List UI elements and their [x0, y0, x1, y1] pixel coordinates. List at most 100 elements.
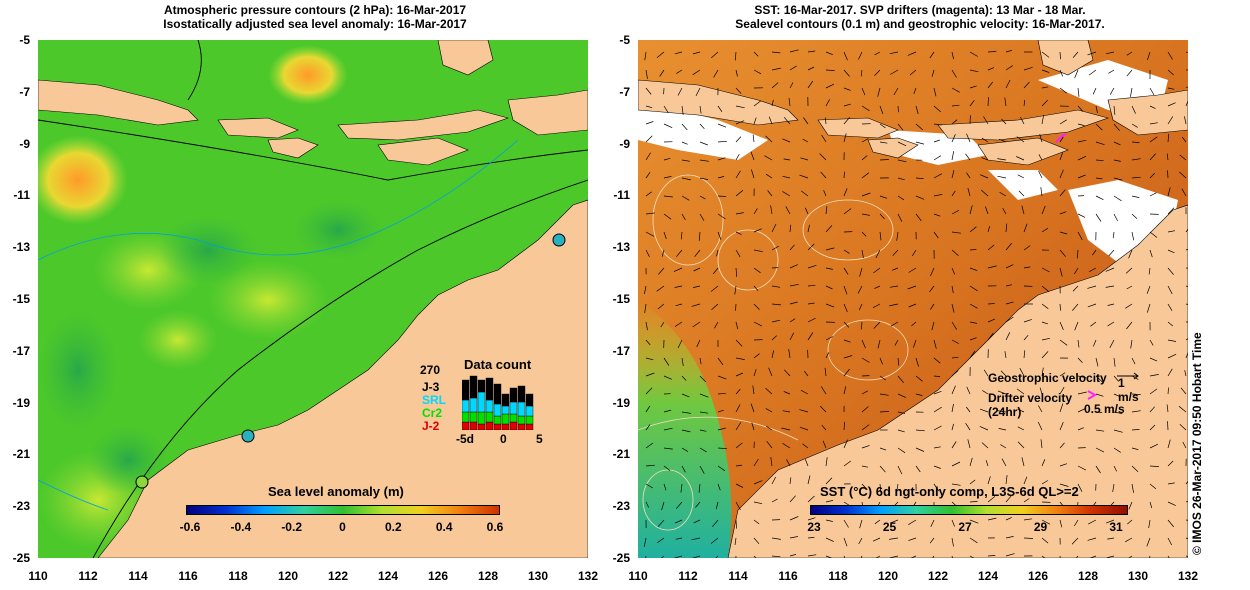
- velocity-arrow: [983, 369, 989, 377]
- velocity-arrow: [1077, 391, 1087, 395]
- velocity-arrow: [1059, 231, 1068, 235]
- velocity-arrow: [825, 69, 835, 71]
- velocity-arrow: [859, 519, 863, 529]
- velocity-arrow: [661, 555, 665, 558]
- velocity-arrow: [821, 424, 827, 431]
- velocity-arrow: [915, 213, 922, 222]
- velocity-arrow: [783, 116, 791, 125]
- velocity-arrow: [1076, 249, 1079, 259]
- velocity-arrow: [753, 321, 763, 327]
- tide-gauge-marker: [241, 429, 255, 443]
- velocity-arrow: [1149, 122, 1158, 125]
- velocity-arrow: [734, 537, 737, 545]
- velocity-arrow: [985, 460, 989, 467]
- velocity-arrow: [1087, 303, 1097, 308]
- velocity-arrow: [771, 350, 774, 359]
- velocity-arrow: [969, 100, 975, 107]
- velocity-arrow: [1130, 339, 1133, 349]
- velocity-arrow: [1149, 105, 1156, 109]
- velocity-arrow: [969, 303, 978, 309]
- velocity-arrow: [712, 519, 719, 528]
- drifter-tracks: [1055, 133, 1067, 143]
- x-tick-label: 126: [427, 569, 449, 583]
- histogram-bar: [485, 421, 494, 430]
- velocity-arrow: [782, 191, 791, 197]
- velocity-arrow: [789, 516, 799, 521]
- velocity-arrow: [933, 465, 941, 469]
- velocity-arrow: [1059, 303, 1061, 311]
- velocity-arrow: [1077, 87, 1080, 97]
- velocity-arrow: [735, 442, 743, 449]
- histogram-bar: [462, 399, 470, 413]
- velocity-arrow: [1128, 501, 1133, 510]
- velocity-arrow: [1074, 267, 1079, 275]
- velocity-arrow: [987, 97, 989, 107]
- velocity-arrow: [951, 134, 956, 143]
- velocity-arrow: [681, 195, 690, 201]
- velocity-arrow: [681, 123, 688, 131]
- velocity-arrow: [933, 406, 942, 413]
- velocity-arrow: [807, 66, 815, 71]
- velocity-arrow: [1038, 154, 1043, 161]
- velocity-arrow: [951, 303, 955, 313]
- velocity-arrow: [771, 335, 777, 341]
- sea-level-map: [38, 40, 588, 558]
- velocity-arrow: [645, 212, 655, 215]
- velocity-arrow: [663, 231, 667, 240]
- velocity-arrow: [1059, 136, 1064, 143]
- velocity-arrow: [661, 249, 665, 257]
- velocity-arrow: [644, 51, 647, 61]
- velocity-arrow: [1167, 368, 1173, 377]
- velocity-arrow: [858, 303, 863, 311]
- velocity-arrow: [715, 555, 719, 558]
- velocity-arrow: [843, 103, 851, 107]
- velocity-arrow: [771, 82, 779, 89]
- velocity-arrow: [987, 226, 991, 233]
- velocity-arrow: [896, 231, 899, 241]
- geostrophic-velocity-scale: 1 m/s: [1116, 368, 1146, 404]
- velocity-arrow: [645, 339, 651, 346]
- velocity-arrow: [799, 174, 809, 179]
- velocity-arrow: [789, 536, 798, 539]
- velocity-arrow: [1059, 483, 1069, 487]
- velocity-arrow: [645, 387, 653, 395]
- x-tick-label: 116: [178, 569, 198, 583]
- velocity-arrow: [1147, 51, 1151, 61]
- velocity-arrow: [710, 537, 719, 544]
- velocity-arrow: [717, 465, 726, 472]
- velocity-arrow: [786, 459, 791, 467]
- velocity-arrow: [673, 267, 683, 272]
- velocity-arrow: [1021, 457, 1025, 467]
- velocity-arrow: [872, 303, 881, 309]
- velocity-arrow: [1041, 86, 1049, 89]
- velocity-arrow: [1109, 339, 1115, 348]
- velocity-arrow: [1077, 465, 1087, 471]
- velocity-arrow: [1146, 285, 1151, 294]
- velocity-arrow: [1059, 372, 1066, 377]
- velocity-arrow: [645, 442, 654, 449]
- velocity-arrow: [987, 244, 995, 251]
- mission-label: SRL: [422, 393, 446, 407]
- velocity-arrow: [735, 483, 744, 488]
- velocity-arrow: [1130, 87, 1133, 97]
- velocity-arrow: [889, 285, 899, 288]
- velocity-arrow: [681, 429, 691, 433]
- velocity-arrow: [711, 51, 719, 59]
- histogram-bar: [477, 391, 486, 413]
- velocity-arrow: [879, 141, 888, 144]
- velocity-arrow: [969, 285, 978, 292]
- velocity-arrow: [1167, 501, 1176, 506]
- velocity-arrow: [681, 357, 684, 367]
- velocity-arrow: [753, 69, 762, 75]
- velocity-arrow: [1167, 353, 1177, 359]
- velocity-arrow: [843, 355, 853, 359]
- inset-x-tick: 0: [500, 432, 507, 446]
- velocity-arrow: [717, 483, 721, 491]
- velocity-arrow: [1146, 303, 1151, 313]
- velocity-arrow: [897, 411, 906, 414]
- velocity-arrow: [1041, 115, 1044, 125]
- velocity-arrow: [967, 187, 971, 197]
- velocity-arrow: [645, 231, 654, 237]
- velocity-arrow: [645, 424, 651, 431]
- velocity-arrow: [1005, 79, 1011, 89]
